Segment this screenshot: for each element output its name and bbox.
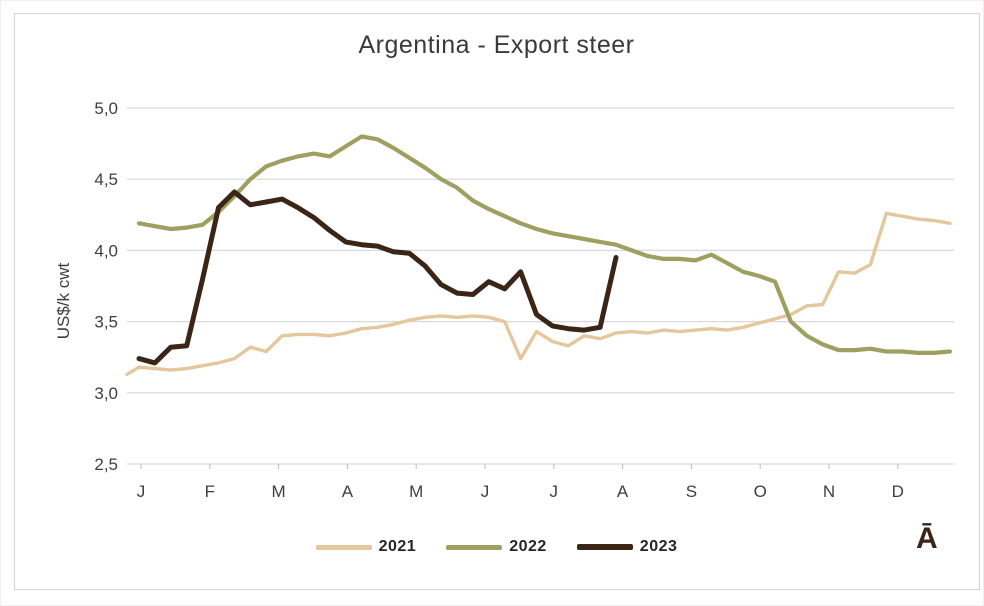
chart-frame: [14, 13, 980, 590]
legend-item-2023: 2023: [576, 538, 678, 556]
legend-swatch-2022: [446, 544, 503, 550]
x-month-label: A: [617, 482, 629, 501]
legend-swatch-2023: [576, 544, 633, 550]
y-tick-label: 2,5: [94, 455, 118, 474]
y-tick-label: 3,0: [94, 384, 118, 403]
x-month-label: F: [205, 482, 215, 501]
x-month-label: M: [272, 482, 286, 501]
watermark-letter: Ā: [916, 522, 938, 555]
x-month-label: N: [823, 482, 835, 501]
y-tick-label: 5,0: [94, 99, 118, 118]
legend-label-2023: 2023: [639, 538, 678, 555]
legend-item-2021: 2021: [315, 538, 417, 556]
x-month-label: J: [137, 482, 146, 501]
legend-item-2022: 2022: [446, 538, 547, 556]
y-tick-label: 3,5: [94, 313, 118, 332]
legend-swatch-2021: [315, 544, 372, 550]
legend-label-2021: 2021: [378, 538, 417, 555]
x-month-label: O: [754, 482, 767, 501]
x-month-label: A: [342, 482, 354, 501]
series-line-2021: [125, 211, 952, 376]
y-tick-label: 4,0: [94, 241, 118, 260]
series-line-2022: [136, 134, 953, 355]
x-month-label: M: [409, 482, 423, 501]
chart-title: Argentina - Export steer: [358, 31, 635, 59]
x-month-label: S: [686, 482, 697, 501]
series-line-2023: [136, 189, 619, 366]
x-month-label: D: [892, 482, 904, 501]
x-month-label: J: [550, 482, 559, 501]
x-month-label: J: [481, 482, 490, 501]
y-tick-label: 4,5: [94, 170, 118, 189]
legend-label-2022: 2022: [509, 538, 547, 555]
chart-legend: 2021 2022 2023: [14, 538, 979, 556]
